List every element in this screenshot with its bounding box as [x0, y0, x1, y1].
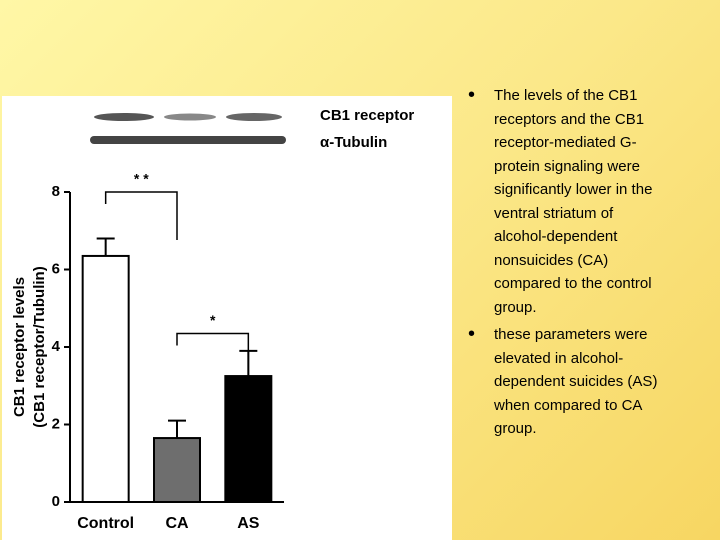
blot-band [226, 113, 282, 121]
blot-label: CB1 receptor [320, 107, 414, 124]
y-tick-label: 8 [52, 183, 60, 200]
bullet-list: The levels of the CB1 receptors and the … [468, 84, 668, 445]
blot-label: α-Tubulin [320, 134, 387, 151]
blot-band [164, 113, 216, 121]
bar [153, 437, 201, 503]
y-tick-label: 2 [52, 415, 60, 432]
blot-band [94, 113, 154, 121]
significance-bracket [104, 191, 178, 240]
bar [81, 254, 130, 503]
significance-label: * [210, 312, 216, 328]
y-axis-label: CB1 receptor levels [11, 277, 28, 417]
x-tick-label: Control [77, 515, 134, 532]
significance-label: * * [134, 171, 149, 187]
x-tick-label: AS [237, 515, 260, 532]
y-tick-label: 4 [52, 338, 61, 355]
y-tick-label: 6 [52, 260, 60, 277]
y-tick-label: 0 [52, 493, 60, 510]
y-axis-label: (CB1 receptor/Tubulin) [31, 266, 48, 427]
chart: CB1 receptor α-Tubulin 0 2 4 6 8 CB1 receptor l… [2, 96, 452, 540]
bullet: The levels of the CB1 receptors and the … [468, 84, 668, 319]
blot-band [90, 136, 286, 144]
significance-bracket [176, 332, 250, 382]
bar [224, 375, 273, 503]
x-tick-label: CA [165, 515, 189, 532]
bullet: these parameters were elevated in alcoho… [468, 323, 668, 441]
